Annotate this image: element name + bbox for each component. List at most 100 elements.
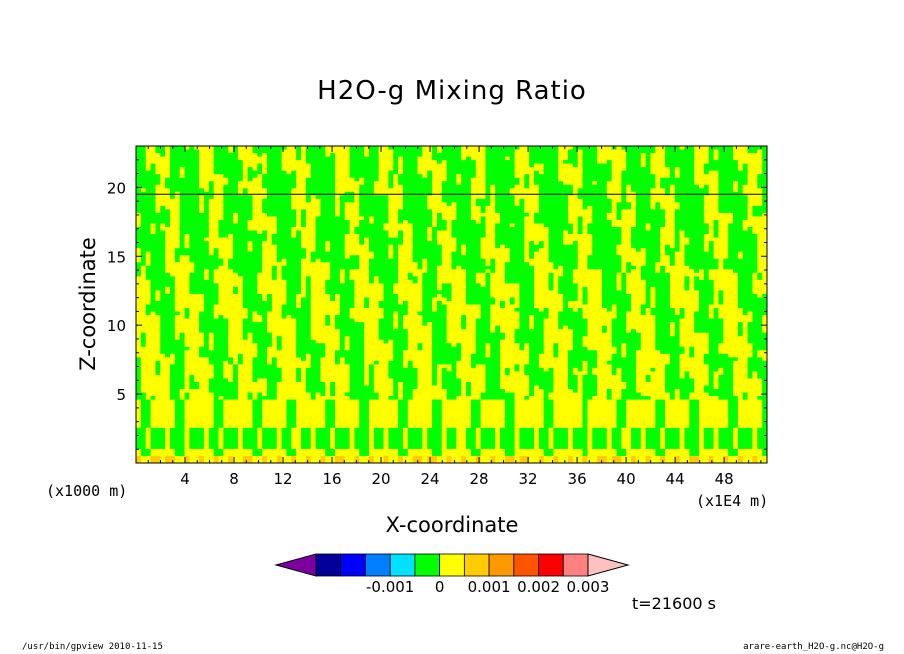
contour-cell xyxy=(359,424,365,429)
contour-cell xyxy=(330,255,336,260)
contour-cell xyxy=(208,156,215,161)
contour-cell xyxy=(208,343,215,348)
contour-cell xyxy=(242,371,249,376)
contour-cell xyxy=(218,385,224,390)
contour-cell xyxy=(339,438,346,443)
contour-cell xyxy=(262,219,268,225)
contour-cell xyxy=(301,357,307,362)
contour-cell xyxy=(383,174,389,179)
contour-cell xyxy=(276,311,283,316)
contour-cell xyxy=(218,452,224,457)
contour-cell xyxy=(315,364,322,369)
contour-cell xyxy=(169,424,176,429)
contour-cell xyxy=(208,399,215,404)
contour-cell xyxy=(393,170,399,175)
contour-cell xyxy=(339,339,346,344)
contour-cell xyxy=(194,251,200,256)
contour-cell xyxy=(252,227,258,232)
contour-cell xyxy=(165,188,171,193)
contour-cell xyxy=(184,343,190,348)
contour-cell xyxy=(136,255,142,260)
contour-cell xyxy=(242,399,249,404)
contour-cell xyxy=(242,202,249,207)
contour-cell xyxy=(330,350,336,355)
contour-cell xyxy=(330,174,336,179)
contour-cell xyxy=(301,156,307,161)
contour-cell xyxy=(271,367,278,373)
contour-cell xyxy=(325,406,331,411)
contour-cell xyxy=(373,392,380,397)
contour-cell xyxy=(257,413,263,418)
contour-cell xyxy=(179,163,186,168)
contour-cell xyxy=(233,360,239,365)
contour-cell xyxy=(364,195,370,200)
contour-cell xyxy=(267,392,273,397)
contour-cell xyxy=(194,202,200,207)
contour-cell xyxy=(388,339,394,344)
contour-cell xyxy=(305,198,312,203)
contour-cell xyxy=(344,392,351,397)
contour-cell xyxy=(281,300,288,306)
contour-cell xyxy=(136,237,142,242)
contour-cell xyxy=(155,315,161,320)
contour-cell xyxy=(150,410,157,415)
contour-cell xyxy=(388,177,394,182)
contour-cell xyxy=(223,420,229,425)
contour-cell xyxy=(150,311,157,316)
contour-cell xyxy=(378,258,385,263)
contour-cell xyxy=(276,262,283,267)
contour-cell xyxy=(262,184,268,189)
contour-cell xyxy=(252,230,258,235)
contour-cell xyxy=(305,304,312,309)
contour-cell xyxy=(325,293,331,299)
contour-cell xyxy=(388,448,394,454)
contour-cell xyxy=(354,399,360,404)
contour-cell xyxy=(247,311,254,316)
contour-cell xyxy=(252,427,258,432)
contour-cell xyxy=(150,389,157,394)
contour-cell xyxy=(145,325,152,330)
contour-cell xyxy=(247,297,254,302)
contour-cell xyxy=(335,392,341,397)
contour-cell xyxy=(189,153,195,158)
contour-cell xyxy=(305,269,312,274)
contour-cell xyxy=(223,234,229,239)
contour-cell xyxy=(320,322,326,327)
contour-cell xyxy=(296,248,302,253)
contour-cell xyxy=(145,381,152,387)
contour-cell xyxy=(218,198,224,203)
contour-cell xyxy=(310,336,317,341)
contour-cell xyxy=(354,343,360,348)
contour-cell xyxy=(160,181,166,186)
contour-cell xyxy=(305,300,312,306)
contour-cell xyxy=(388,230,394,235)
contour-cell xyxy=(223,255,229,260)
contour-cell xyxy=(233,181,239,186)
contour-cell xyxy=(213,219,220,225)
contour-cell xyxy=(184,174,190,179)
contour-cell xyxy=(140,403,147,408)
contour-cell xyxy=(257,181,263,186)
contour-cell xyxy=(349,279,356,284)
contour-cell xyxy=(359,385,365,390)
contour-cell xyxy=(315,459,322,463)
contour-cell xyxy=(184,438,190,443)
contour-cell xyxy=(174,251,181,256)
contour-cell xyxy=(402,223,409,228)
contour-cell xyxy=(189,202,195,207)
contour-cell xyxy=(237,146,244,151)
contour-cell xyxy=(247,265,254,270)
contour-cell xyxy=(281,184,288,189)
contour-cell xyxy=(242,311,249,316)
contour-cell xyxy=(199,385,205,390)
contour-cell xyxy=(140,230,147,235)
contour-cell xyxy=(184,219,190,225)
contour-cell xyxy=(228,167,234,172)
contour-cell xyxy=(286,286,292,292)
contour-cell xyxy=(388,452,394,457)
contour-cell xyxy=(155,336,161,341)
contour-cell xyxy=(271,350,278,355)
contour-cell xyxy=(203,381,210,387)
contour-cell xyxy=(169,417,176,422)
contour-cell xyxy=(184,410,190,415)
